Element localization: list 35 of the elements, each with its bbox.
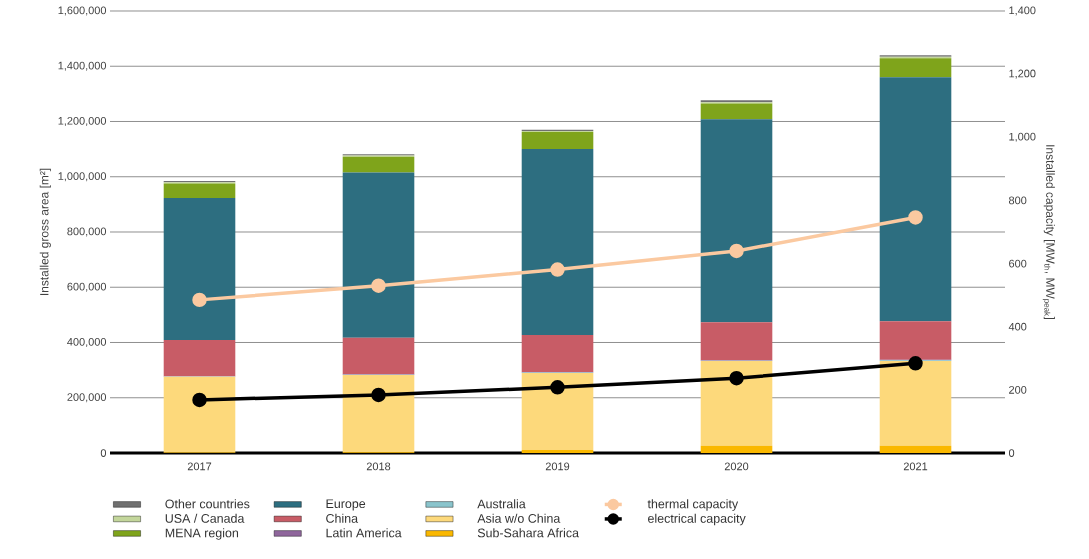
legend-label: Other countries (165, 499, 250, 509)
y-tick-label: 400,000 (67, 337, 107, 348)
x-tick-label: 2019 (545, 462, 570, 471)
x-tick-label: 2018 (366, 462, 391, 471)
y-tick-label: 1,400,000 (58, 61, 107, 71)
legend-label: thermal capacity (647, 499, 739, 511)
y2-tick-label: 400 (1008, 322, 1027, 331)
y2-tick-label: 1,200 (1009, 69, 1036, 79)
y2-tick-label: 1,400 (1009, 6, 1036, 16)
x-tick-label: 2021 (903, 462, 928, 471)
legend-label: electrical capacity (648, 513, 746, 526)
y-tick-label: 0 (100, 449, 107, 457)
y-tick-label: 800,000 (67, 227, 107, 237)
y-tick-label: 1,000,000 (58, 172, 107, 182)
x-tick-label: 2020 (724, 462, 749, 471)
y2-tick-label: 0 (1008, 449, 1015, 457)
y-tick-label: 200,000 (67, 393, 107, 403)
y-axis-title: Installed gross area [m²] (39, 168, 51, 296)
y2-tick-label: 1,000 (1009, 132, 1036, 142)
legend-label: Latin America (326, 528, 402, 538)
legend-label: Australia (477, 499, 526, 509)
legend-label: Sub-Sahara Africa (477, 528, 579, 538)
y2-axis-title: Installed capacity [MW$_{th}$, MW$_{peak}$] (1042, 145, 1055, 320)
legend-label: China (326, 513, 359, 523)
legend-label: USA / Canada (165, 513, 245, 523)
y-tick-label: 1,600,000 (58, 6, 107, 16)
legend-label: Asia w/o China (477, 513, 561, 523)
legend-label: Europe (326, 499, 366, 511)
y-tick-label: 1,200,000 (58, 116, 107, 127)
y2-tick-label: 800 (1009, 196, 1027, 205)
legend-label: MENA region (165, 528, 239, 540)
y2-tick-label: 200 (1009, 385, 1027, 394)
y-tick-label: 600,000 (67, 282, 107, 292)
x-tick-label: 2017 (187, 462, 212, 471)
y2-tick-label: 600 (1009, 259, 1027, 268)
